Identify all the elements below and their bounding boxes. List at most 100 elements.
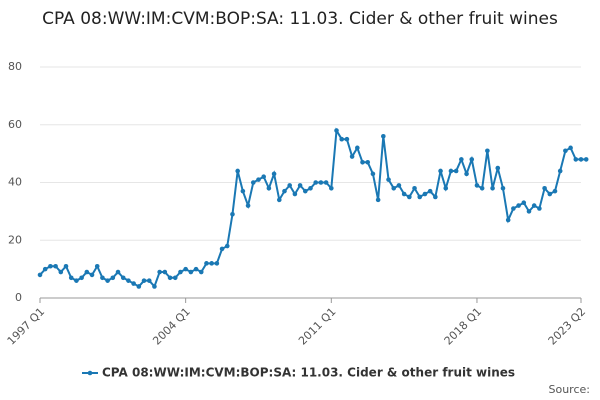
data-point <box>386 177 391 182</box>
data-point <box>407 194 412 200</box>
data-point <box>152 284 157 289</box>
data-point <box>42 266 48 272</box>
data-point <box>89 272 95 278</box>
x-tick-label: 1997 Q1 <box>5 305 48 348</box>
data-point <box>63 263 69 269</box>
data-point <box>79 275 84 281</box>
data-point <box>48 263 53 269</box>
x-tick-label: 2018 Q1 <box>442 305 485 348</box>
data-point <box>505 217 511 223</box>
x-tick-label: 2023 Q2 <box>546 305 589 348</box>
data-point <box>396 183 402 188</box>
data-point <box>240 188 246 194</box>
data-point <box>256 177 261 182</box>
data-point <box>313 180 319 185</box>
data-point <box>188 269 194 275</box>
data-point <box>183 266 188 272</box>
data-point <box>266 185 272 191</box>
data-point <box>583 157 589 162</box>
data-point <box>433 194 438 200</box>
data-point <box>68 275 74 281</box>
data-point <box>459 157 464 162</box>
data-point <box>500 185 506 191</box>
data-point <box>568 145 573 151</box>
data-point <box>230 211 235 217</box>
data-point <box>542 185 547 191</box>
data-point <box>391 185 397 191</box>
data-point <box>271 171 277 177</box>
data-point <box>287 183 292 188</box>
y-tick-label: 0 <box>15 291 22 304</box>
source: Source: <box>549 383 591 396</box>
data-point <box>511 206 516 211</box>
data-point <box>448 168 454 174</box>
y-tick-label: 80 <box>8 60 22 73</box>
data-point <box>53 263 58 269</box>
data-point <box>235 168 240 174</box>
data-point <box>578 157 584 162</box>
data-point <box>349 154 355 159</box>
data-point <box>105 278 110 283</box>
data-point <box>178 269 183 275</box>
series-line <box>39 127 587 289</box>
legend-marker <box>87 370 93 376</box>
data-point <box>318 180 324 185</box>
data-point <box>292 191 298 197</box>
data-point <box>167 275 173 281</box>
data-point <box>100 275 105 281</box>
data-point <box>297 183 303 188</box>
data-point <box>204 261 209 266</box>
data-point <box>422 191 428 197</box>
data-point <box>573 157 579 162</box>
data-point <box>537 206 542 211</box>
data-point <box>172 275 178 281</box>
data-point <box>479 185 485 191</box>
data-point <box>453 168 459 174</box>
data-point <box>339 136 345 142</box>
data-point <box>37 272 43 278</box>
data-point <box>209 261 214 266</box>
data-point <box>375 197 381 203</box>
data-point <box>131 281 136 286</box>
data-point <box>563 148 568 154</box>
data-point <box>526 209 532 214</box>
data-point <box>334 128 339 133</box>
y-tick-label: 40 <box>8 176 22 189</box>
data-point <box>84 269 90 275</box>
data-point <box>261 174 266 180</box>
data-point <box>302 188 308 194</box>
data-point <box>329 185 334 191</box>
data-point <box>58 269 64 275</box>
data-point <box>94 263 100 269</box>
data-point <box>490 185 495 191</box>
data-point <box>344 136 350 142</box>
data-point <box>282 188 287 194</box>
data-point <box>245 203 251 208</box>
data-point <box>308 185 313 191</box>
legend-label: CPA 08:WW:IM:CVM:BOP:SA: 11.03. Cider & … <box>102 366 515 380</box>
data-point <box>141 278 147 283</box>
data-point <box>552 188 558 194</box>
x-tick-label: 2004 Q1 <box>150 305 193 348</box>
data-point <box>224 243 230 249</box>
data-point <box>381 134 386 139</box>
data-point <box>219 246 225 252</box>
data-point <box>193 266 199 272</box>
data-point <box>250 180 256 185</box>
data-point <box>120 275 126 281</box>
data-point <box>146 278 152 283</box>
data-point <box>110 275 116 281</box>
data-point <box>485 148 490 154</box>
data-point <box>360 159 365 165</box>
data-point <box>276 197 282 203</box>
data-point <box>495 165 501 171</box>
data-point <box>412 185 417 191</box>
data-point <box>516 203 521 208</box>
data-point <box>126 278 131 283</box>
data-point <box>547 191 553 197</box>
data-point <box>323 180 329 185</box>
data-point <box>474 183 480 188</box>
data-point <box>162 269 168 275</box>
